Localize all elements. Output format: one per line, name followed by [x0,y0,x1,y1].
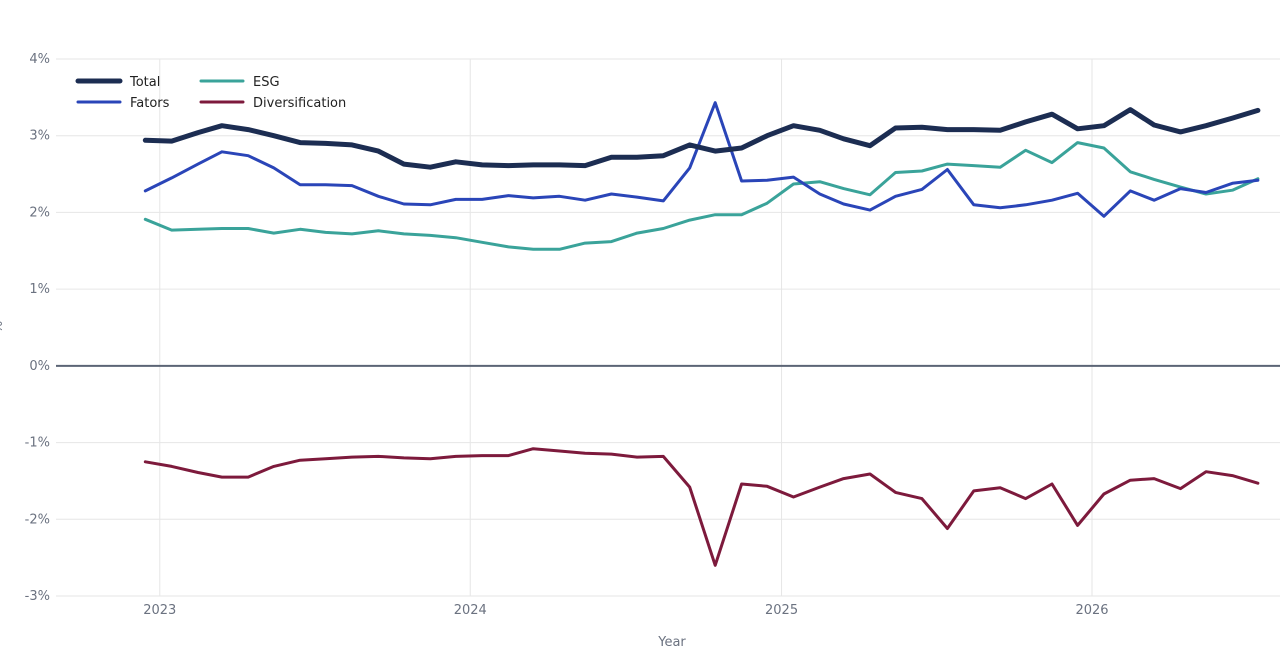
legend-label: ESG [253,75,280,90]
x-tick-label: 2024 [454,603,487,618]
series-line-fators [143,101,1260,218]
y-tick-label: 0% [29,359,50,374]
series-line-esg [143,141,1260,251]
legend-item-total: Total [75,75,160,90]
x-tick-label: 2026 [1075,603,1108,618]
x-tick-label: 2025 [765,603,798,618]
series-line-total [142,107,1261,170]
y-tick-label: 4% [29,52,50,67]
legend-item-esg: ESG [199,75,280,90]
y-tick-label: 3% [29,129,50,144]
legend-item-fators: Fators [76,96,170,111]
legend-label: Fators [130,96,170,111]
series-lines [142,101,1261,567]
legend-label: Diversification [253,96,346,111]
series-line-diversification [143,447,1260,567]
y-tick-label: -3% [25,589,50,604]
legend-label: Total [129,75,160,90]
axes: -3% -2% -1% 0% 1% 2% 3% 4% 2023 2024 2025 2026 Year% [0,52,1109,650]
grid [56,58,1280,597]
x-tick-label: 2023 [143,603,176,618]
y-tick-label: 2% [29,205,50,220]
y-tick-label: 1% [29,282,50,297]
y-tick-label: -2% [25,512,50,527]
legend-item-diversification: Diversification [199,96,346,111]
x-axis-title: Year [657,635,686,650]
legend: Total Fators ESG Diversification [75,75,346,111]
y-axis-title: % [0,321,6,333]
y-tick-label: -1% [25,436,50,451]
